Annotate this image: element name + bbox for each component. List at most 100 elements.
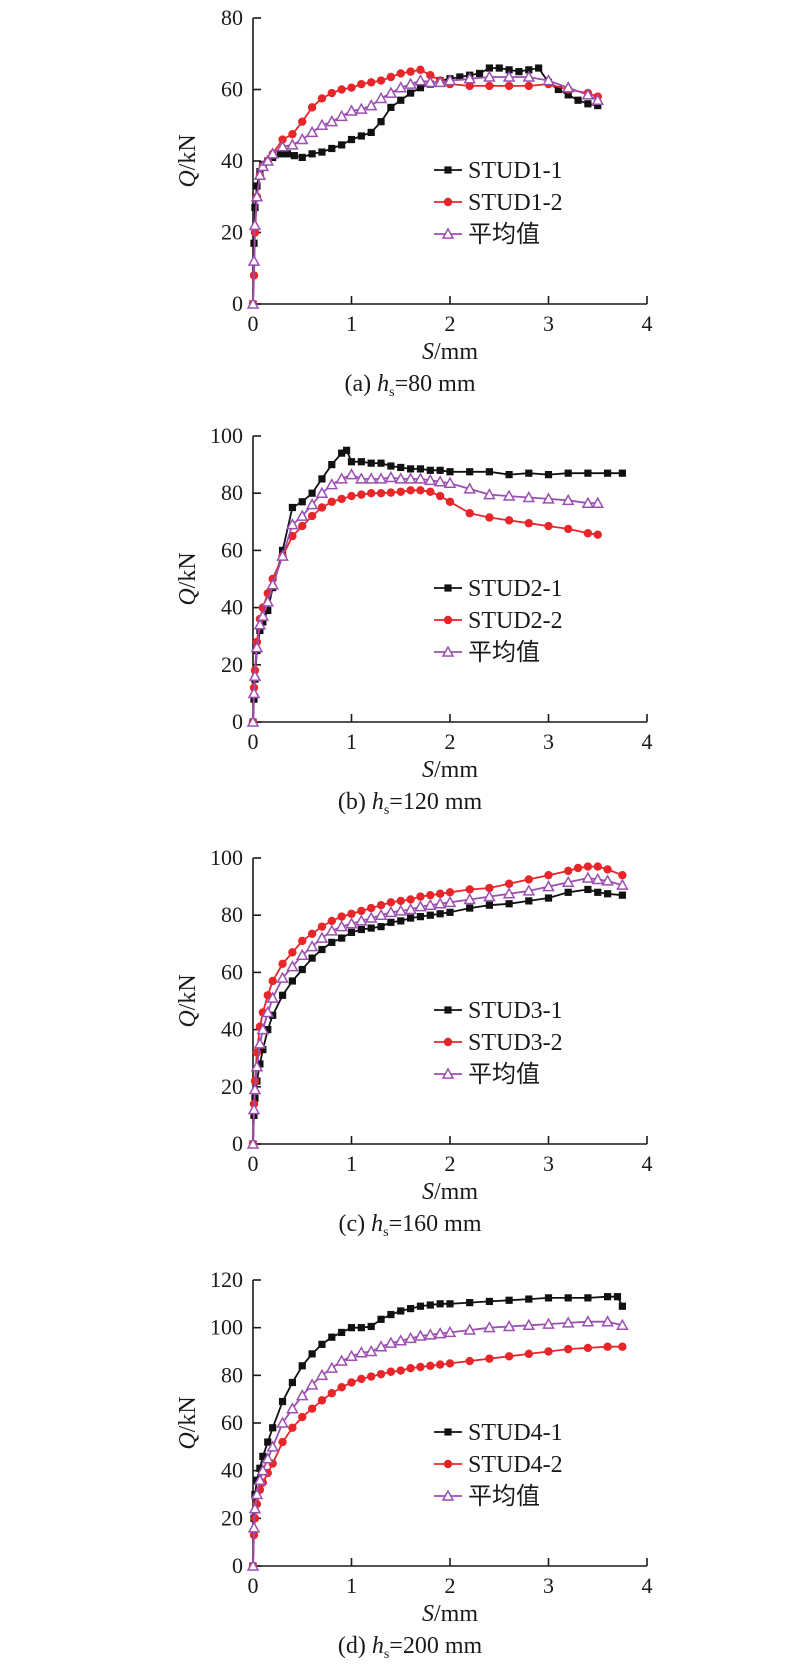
- series-line: [252, 68, 599, 305]
- data-point: [357, 925, 365, 934]
- data-point: [315, 931, 329, 943]
- data-point: [396, 487, 405, 496]
- data-point: [414, 1329, 427, 1341]
- data-point: [251, 203, 259, 212]
- data-point: [426, 487, 435, 496]
- data-point: [276, 140, 289, 152]
- data-point: [377, 118, 385, 126]
- data-point: [264, 1026, 272, 1034]
- data-point: [618, 1342, 627, 1351]
- data-point: [426, 911, 434, 919]
- y-tick-label: 40: [221, 148, 243, 173]
- series-3-average: [246, 1315, 629, 1571]
- data-point: [573, 863, 583, 873]
- data-point: [338, 449, 346, 457]
- data-point: [305, 125, 319, 138]
- data-point: [253, 1037, 267, 1049]
- data-point: [564, 524, 573, 534]
- data-point: [347, 909, 356, 918]
- data-point: [463, 482, 476, 494]
- data-point: [278, 135, 287, 144]
- series-0-stud1-2: [248, 65, 602, 309]
- x-tick-label: 1: [346, 729, 357, 754]
- data-point: [288, 1423, 297, 1432]
- data-point: [404, 472, 417, 484]
- data-point: [544, 894, 553, 902]
- data-point: [445, 497, 455, 506]
- data-point: [345, 1349, 358, 1362]
- data-point: [485, 81, 494, 91]
- data-point: [357, 132, 365, 140]
- data-point: [406, 1363, 415, 1373]
- data-point: [463, 72, 476, 84]
- data-point: [406, 895, 415, 904]
- legend-marker: [441, 227, 455, 239]
- data-point: [416, 84, 425, 92]
- data-point: [524, 1349, 533, 1359]
- legend-marker: [443, 197, 453, 207]
- data-point: [561, 493, 575, 506]
- data-point: [544, 471, 553, 479]
- data-point: [601, 874, 614, 886]
- data-point: [325, 115, 339, 127]
- data-point: [618, 891, 626, 899]
- data-point: [305, 498, 319, 510]
- data-point: [604, 1293, 612, 1301]
- data-point: [386, 898, 396, 907]
- data-point: [524, 81, 533, 91]
- x-tick-label: 0: [248, 311, 259, 336]
- data-point: [288, 1378, 296, 1387]
- series-line: [252, 1345, 623, 1567]
- data-point: [250, 190, 264, 202]
- data-point: [347, 491, 356, 501]
- data-point: [544, 521, 553, 531]
- data-point: [278, 1437, 287, 1447]
- data-point: [357, 458, 365, 466]
- data-point: [367, 489, 376, 498]
- data-point: [436, 1300, 444, 1308]
- data-point: [246, 1137, 260, 1149]
- data-point: [544, 1347, 553, 1356]
- data-point: [308, 489, 316, 497]
- data-point: [308, 954, 316, 962]
- data-point: [317, 94, 327, 103]
- data-point: [515, 68, 523, 76]
- x-tick-label: 1: [346, 1151, 357, 1176]
- data-point: [433, 1327, 447, 1339]
- legend: STUD1-1 STUD1-2 平均值: [434, 158, 563, 248]
- y-tick-label: 120: [210, 1267, 243, 1292]
- data-point: [426, 466, 434, 474]
- data-point: [485, 883, 494, 893]
- series-1-average: [246, 468, 605, 727]
- data-point: [315, 1368, 329, 1381]
- data-point: [327, 497, 336, 506]
- data-point: [355, 472, 368, 484]
- data-point: [364, 911, 378, 923]
- data-point: [433, 75, 447, 88]
- data-point: [443, 1325, 457, 1338]
- data-point: [416, 892, 425, 901]
- data-point: [416, 1302, 425, 1310]
- series-line: [252, 473, 598, 723]
- y-axis-label: Q/kN: [175, 974, 201, 1027]
- data-point: [364, 1344, 378, 1357]
- x-tick-label: 3: [543, 311, 554, 336]
- data-point: [397, 96, 405, 104]
- x-axis-label: S/mm: [422, 1601, 478, 1627]
- data-point: [581, 1315, 595, 1327]
- data-point: [317, 1396, 327, 1405]
- legend-label: STUD3-1: [468, 998, 563, 1024]
- data-point: [406, 486, 415, 495]
- data-point: [522, 884, 536, 896]
- y-tick-label: 0: [232, 291, 243, 316]
- data-point: [357, 490, 366, 499]
- data-point: [584, 100, 592, 108]
- data-point: [328, 1333, 336, 1341]
- data-point: [463, 892, 476, 905]
- data-point: [524, 519, 533, 528]
- data-point: [345, 468, 358, 480]
- series-line: [252, 67, 598, 305]
- x-tick-label: 2: [445, 1573, 456, 1598]
- data-point: [338, 934, 346, 942]
- data-point: [337, 912, 346, 921]
